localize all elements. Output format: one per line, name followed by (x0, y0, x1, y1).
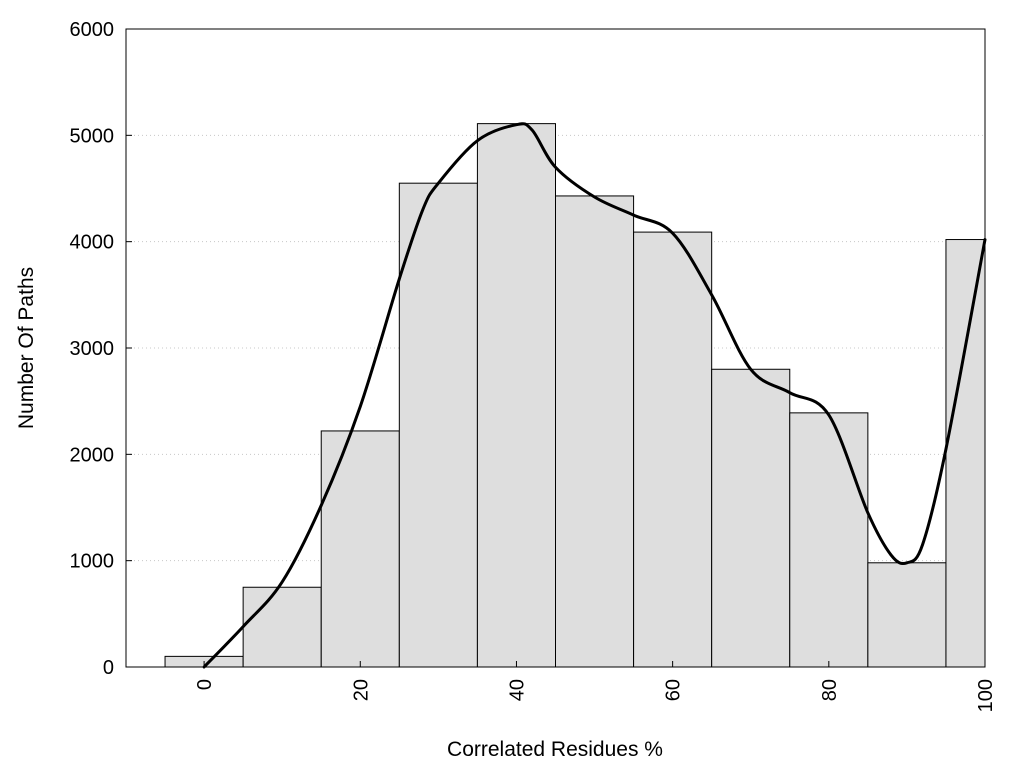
x-tick-label: 20 (350, 679, 372, 701)
y-tick-label: 2000 (70, 444, 115, 466)
histogram-bar (476, 123, 556, 668)
density-curve (202, 122, 987, 669)
y-axis-title: Number Of Paths (15, 267, 38, 429)
histogram-bar (945, 239, 986, 668)
density-curve-layer (202, 122, 987, 669)
y-tick-label: 5000 (70, 125, 115, 147)
histogram-bar (398, 182, 478, 668)
histogram-bars (164, 123, 986, 668)
x-axis-title: Correlated Residues % (447, 738, 663, 761)
histogram-bar (867, 562, 947, 668)
y-tick-label: 4000 (70, 232, 115, 254)
histogram-bar (633, 231, 713, 668)
histogram-bar (242, 586, 322, 668)
x-tick-label: 0 (194, 679, 216, 690)
x-axis-ticks: 0 20 40 60 80 100 (194, 661, 997, 712)
y-tick-label: 3000 (70, 338, 115, 360)
histogram-bar (789, 412, 869, 668)
y-tick-label: 6000 (70, 19, 115, 41)
x-tick-label: 40 (506, 679, 528, 701)
y-tick-label: 1000 (70, 551, 115, 573)
y-tick-label: 0 (103, 657, 114, 679)
x-tick-label: 60 (663, 679, 685, 701)
x-tick-label: 100 (975, 679, 997, 712)
histogram-bar (555, 195, 635, 668)
histogram-bar (711, 368, 791, 668)
histogram-bar (320, 430, 400, 668)
y-axis-ticks: 0 1000 2000 3000 4000 5000 6000 (70, 19, 132, 679)
x-tick-label: 80 (819, 679, 841, 701)
